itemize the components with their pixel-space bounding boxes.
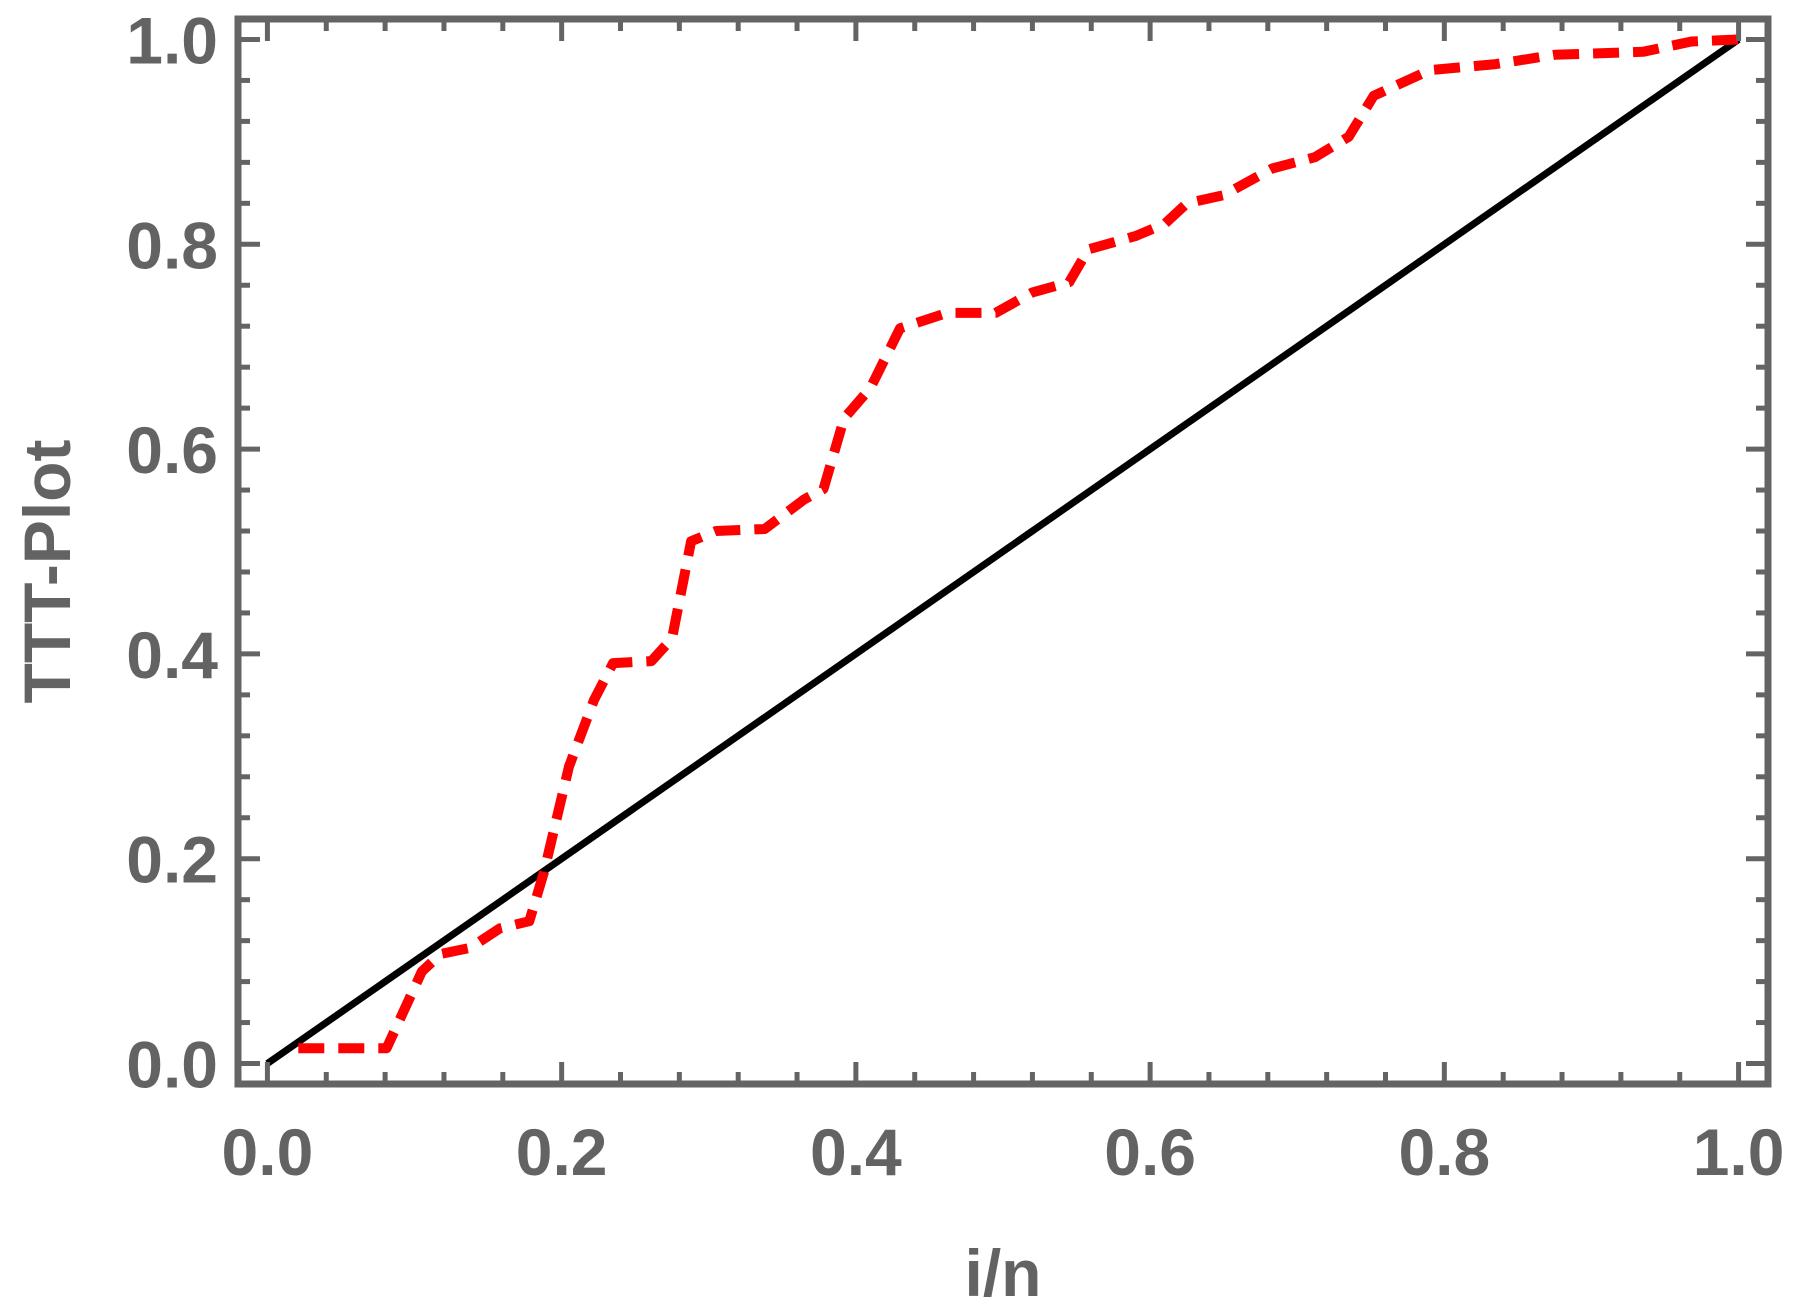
y-axis-label: TTT-Plot [10, 440, 84, 704]
y-tick-label: 1.0 [126, 3, 218, 77]
x-tick-label: 0.2 [516, 1115, 608, 1189]
y-tick-label: 0.8 [126, 208, 218, 282]
x-tick-label: 0.8 [1398, 1115, 1490, 1189]
y-tick-label: 0.0 [126, 1028, 218, 1102]
x-axis-label: i/n [965, 1236, 1042, 1310]
x-tick-label: 1.0 [1693, 1115, 1785, 1189]
reference-diagonal-line [265, 36, 1741, 1067]
tick-labels: 0.0 0.2 0.4 0.6 0.8 1.0 0.0 0.2 0.4 0.6 0.8 1.0 [126, 3, 1784, 1189]
y-tick-label: 0.6 [126, 413, 218, 487]
plot-frame [234, 15, 1772, 1088]
axis-ticks [238, 19, 1768, 1084]
ttt-empirical-series-line [298, 34, 1739, 1054]
x-tick-label: 0.0 [222, 1115, 314, 1189]
plot-area [265, 34, 1741, 1067]
x-tick-label: 0.4 [810, 1115, 902, 1189]
x-tick-label: 0.6 [1104, 1115, 1196, 1189]
y-tick-label: 0.2 [126, 823, 218, 897]
y-tick-label: 0.4 [126, 618, 218, 692]
